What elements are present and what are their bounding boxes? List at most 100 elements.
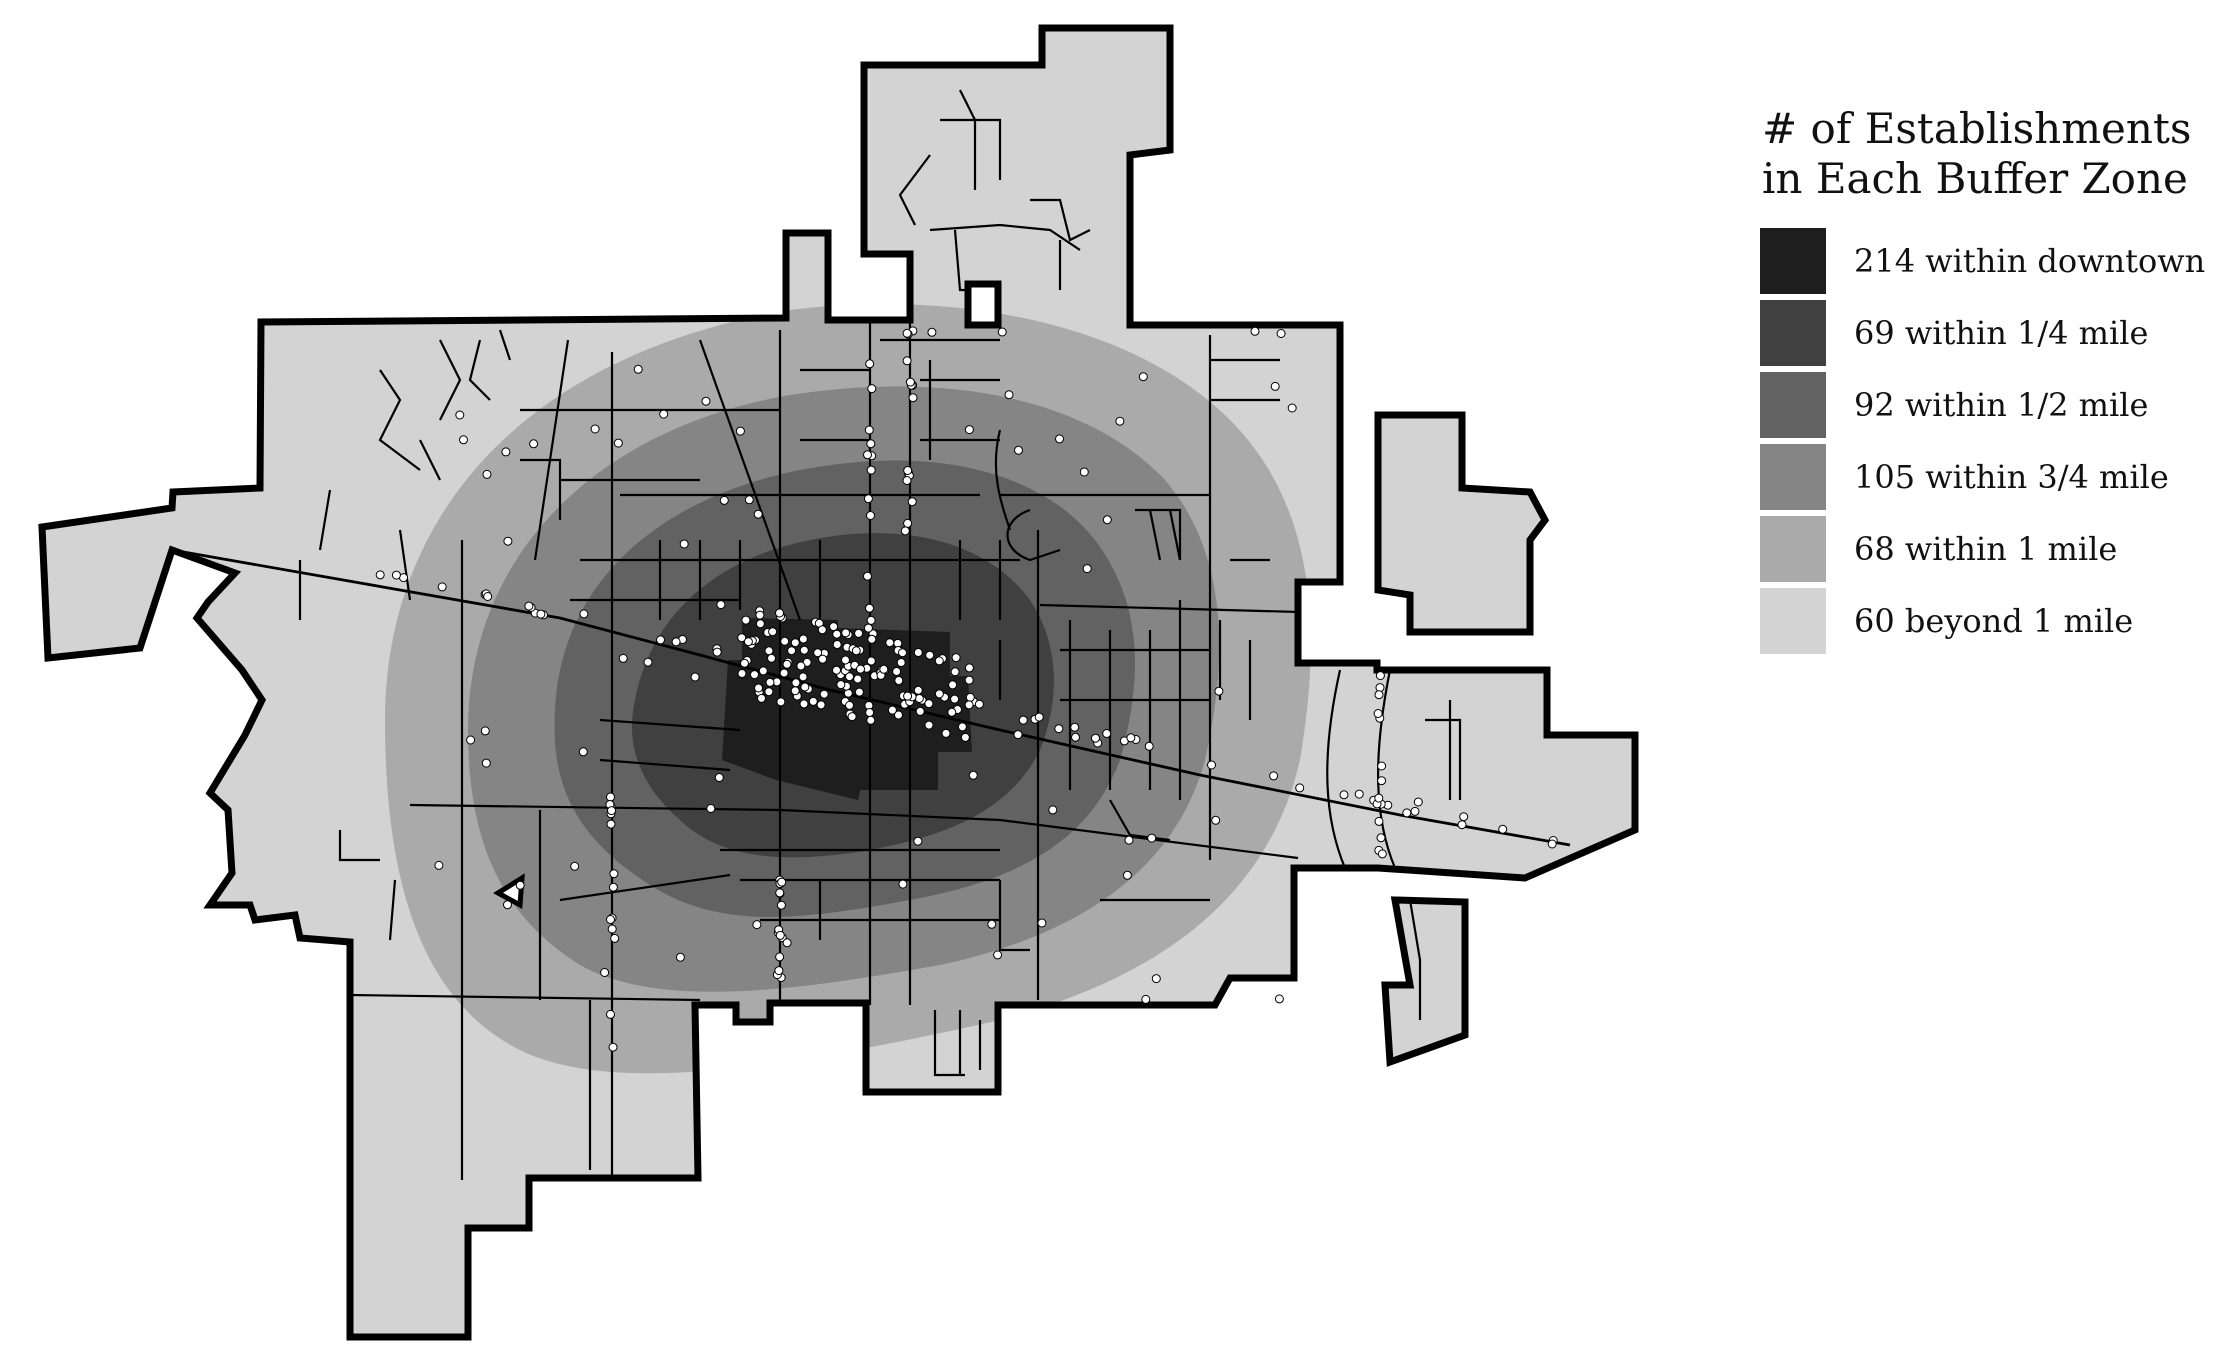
establishment-marker [854,628,864,638]
city-boundary-outline [38,24,1639,1341]
establishment-marker [1034,712,1044,722]
establishment-marker [997,327,1007,337]
legend-label: 60 beyond 1 mile [1854,602,2134,640]
establishment-marker [610,933,620,943]
establishment-marker [964,425,974,435]
legend-item: 214 within downtown [1760,228,2210,294]
establishment-marker [1287,403,1297,413]
establishment-marker [1374,793,1384,803]
establishment-marker [1276,329,1286,338]
legend-title-line-1: # of Establishments [1762,104,2192,153]
establishment-marker [894,710,903,720]
establishment-marker [924,720,934,730]
establishment-marker [898,648,907,658]
establishment-marker [866,439,876,449]
establishment-marker [798,672,808,682]
legend: # of Establishments in Each Buffer Zone … [1760,104,2210,660]
establishment-marker [607,924,617,934]
establishment-marker [1377,761,1387,771]
establishment-marker [841,628,851,638]
establishment-marker [836,680,846,690]
establishment-marker [854,687,864,697]
establishment-marker [968,770,978,780]
establishment-marker [1354,789,1364,799]
legend-swatch [1760,228,1826,294]
legend-swatch [1760,300,1826,366]
legend-item: 60 beyond 1 mile [1760,588,2210,654]
establishment-marker [1018,715,1028,725]
establishment-marker [1102,515,1112,525]
establishment-marker [913,685,923,695]
establishment-marker [1141,994,1151,1004]
establishment-marker [957,722,967,732]
establishment-marker [951,653,961,663]
establishment-marker [960,732,970,742]
establishment-marker [752,920,762,930]
establishment-marker [779,668,789,678]
establishment-marker [606,1009,615,1019]
establishment-marker [1144,741,1154,751]
establishment-marker [590,424,600,434]
establishment-marker [1373,709,1383,718]
establishment-marker [1004,390,1014,400]
establishment-marker [391,570,401,580]
establishment-marker [808,696,818,706]
establishment-marker [993,950,1003,960]
establishment-marker [570,861,580,871]
establishment-marker [1071,732,1080,742]
establishment-marker [867,634,877,644]
legend-item: 92 within 1/2 mile [1760,372,2210,438]
establishment-marker [701,396,711,406]
establishment-marker [816,700,826,710]
establishment-marker [1498,824,1508,834]
establishment-marker [755,610,765,620]
establishment-markers [375,326,1558,1052]
establishment-marker [775,930,785,940]
establishment-marker [606,915,615,924]
establishment-marker [1151,974,1161,984]
establishment-marker [690,672,700,682]
establishment-marker [964,675,974,685]
establishment-marker [776,697,786,707]
establishment-marker [800,682,810,692]
establishment-marker [1138,372,1148,382]
legend-swatch [1760,516,1826,582]
establishment-marker [776,900,786,910]
establishment-marker [864,425,874,435]
establishment-marker [832,629,842,639]
establishment-marker [608,1042,618,1052]
establishment-marker [754,683,763,693]
legend-swatch [1760,372,1826,438]
establishment-marker [847,712,857,722]
establishment-marker [894,676,904,685]
establishment-marker [750,670,759,680]
establishment-marker [1091,733,1100,743]
legend-swatch [1760,444,1826,510]
establishment-marker [1122,870,1132,880]
establishment-marker [613,438,623,448]
establishment-marker [902,328,912,338]
establishment-marker [656,635,665,645]
establishment-marker [879,664,889,674]
establishment-marker [606,792,615,802]
establishment-marker [866,615,876,625]
establishment-marker [900,526,910,536]
main-highway [171,548,1571,847]
legend-label: 68 within 1 mile [1854,530,2118,568]
establishment-marker [913,836,923,846]
establishment-marker [902,476,912,485]
establishment-marker [437,582,447,592]
establishment-marker [927,327,937,337]
establishment-marker [1055,434,1064,444]
establishment-marker [714,773,724,782]
establishment-marker [796,661,806,671]
establishment-marker [480,726,490,736]
establishment-marker [845,700,854,710]
establishment-marker [863,494,873,504]
establishment-marker [832,640,842,649]
establishment-marker [774,966,784,976]
establishment-marker [743,637,753,647]
establishment-marker [1082,564,1092,574]
establishment-marker [934,689,944,699]
